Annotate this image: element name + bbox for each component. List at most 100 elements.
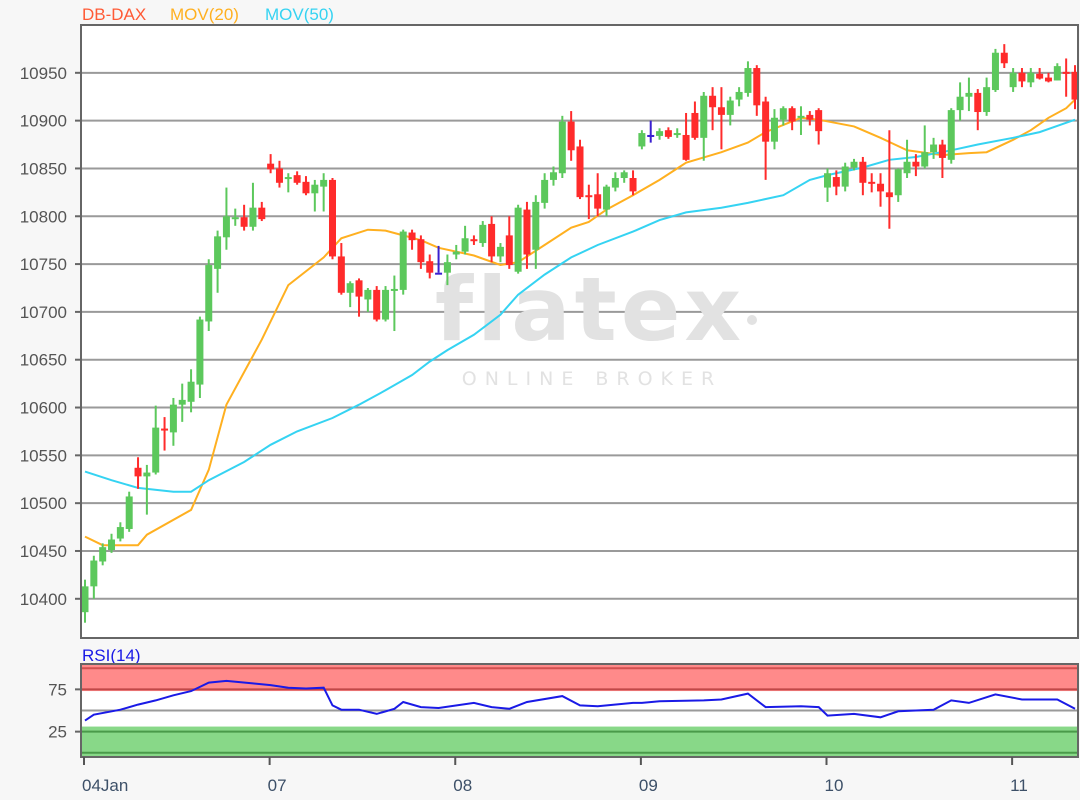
candle-body [161,428,169,431]
candle-body [143,472,151,477]
candle-body [709,95,717,108]
candle-body [691,112,699,138]
candle [841,162,849,192]
candle-body [408,232,416,241]
candle-body [956,96,964,111]
candle-body [921,152,929,167]
candle [558,115,566,179]
candle [1036,68,1044,80]
candle-body [311,184,319,194]
x-tick-label: 07 [268,776,287,795]
candle-body [1018,72,1026,82]
candle-body [452,251,460,255]
candle [647,120,655,143]
candle [682,112,690,161]
candle-body [753,68,761,106]
chart-legend: DB-DAX MOV(20) MOV(50) RSI(14) [82,5,334,665]
candle [408,229,416,250]
candle-body [214,236,222,269]
main-plot-area [81,25,1078,638]
candle-body [399,231,407,290]
x-tick-label: 11 [1010,776,1028,795]
x-tick-label: 09 [639,776,658,795]
candle [894,168,902,202]
y-tick-label: 10750 [20,255,67,274]
candle [673,128,681,138]
candle [1027,68,1035,88]
candle [373,286,381,322]
candle-body [779,108,787,120]
candle-body [90,560,98,587]
price-axis: 10400 10450 10500 10550 10600 10650 10700 10750… [20,64,81,609]
candle-body [1071,71,1079,100]
candle-body [1044,77,1052,82]
candle [921,125,929,169]
candle-body [841,166,849,187]
candle-body [806,114,814,120]
candle-body [505,235,513,266]
candle [505,216,513,269]
candle [912,154,920,177]
candle [81,579,89,623]
candle [346,281,354,308]
y-tick-label: 10650 [20,351,67,370]
candle [249,182,257,231]
candle [108,533,116,553]
candle-body [965,92,973,97]
candle [576,139,584,200]
candle-body [797,115,805,118]
candle-body [770,117,778,142]
candle-body [222,216,230,238]
candle-body [1062,71,1070,74]
candle-body [187,381,195,402]
candle [885,130,893,229]
candle-body [700,95,708,138]
legend-ma20: MOV(20) [170,5,239,24]
candle [594,173,602,217]
candle-body [417,239,425,263]
candle [178,383,186,422]
candle-body [390,288,398,291]
candle [956,82,964,121]
candle-body [152,427,160,473]
candle [726,96,734,126]
candle [152,405,160,475]
time-axis: 04Jan 07 08 09 10 11 [82,757,1028,795]
candle-body [885,192,893,198]
candle-body [735,91,743,100]
candle [930,137,938,159]
candle [240,204,248,231]
candle [815,108,823,145]
candle-body [116,527,124,539]
candle [691,101,699,140]
candle-body [134,467,142,477]
candle-body [682,134,690,160]
candle-body [832,177,840,187]
candle [664,127,672,139]
rsi-line [84,679,1076,722]
candle-body [488,223,496,257]
candle [620,170,628,183]
candle [850,158,858,171]
candle-body [930,144,938,153]
candle-body [302,181,310,194]
candle-body [717,107,725,115]
main-plot-border [80,24,1079,639]
candle-body [258,207,266,220]
candle [762,96,770,180]
rsi-panel: 75 25 [48,664,1078,757]
candle [832,170,840,196]
candle-body [947,110,955,160]
watermark-dot [747,315,757,325]
candle [116,522,124,542]
candle [965,77,973,112]
candle [364,287,372,312]
candle-body [443,262,451,273]
y-tick-label: 10850 [20,159,67,178]
candlesticks [81,44,1079,623]
candle-body [815,110,823,132]
candle-body [1036,73,1044,79]
candle [1018,68,1026,88]
candle [461,225,469,255]
